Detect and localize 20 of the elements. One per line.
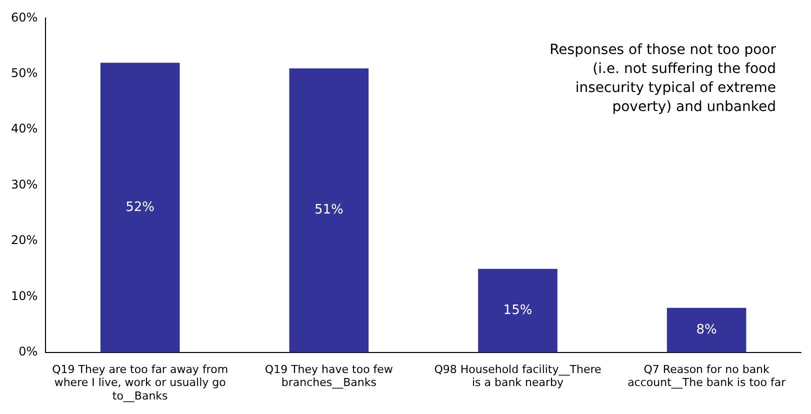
x-tick-label: Q7 Reason for no bank account__The bank is too far (628, 362, 786, 390)
x-tick-label: Q19 They are too far away from where I live, work or usually go to__Banks (52, 362, 228, 402)
y-tick-label: 30% (11, 177, 38, 192)
x-tick-label: Q19 They have too few branches__Banks (264, 362, 393, 390)
annotation: Responses of those not too poor (i.e. not suffering the food insecurity typical of extreme poverty) and unbanked (550, 42, 776, 115)
y-tick-label: 50% (11, 66, 38, 80)
y-tick-label: 0% (18, 344, 38, 359)
y-tick-label: 20% (11, 233, 38, 248)
x-tick-label: Q98 Household facility__There is a bank nearby (434, 362, 602, 390)
bar (289, 68, 369, 352)
data-label: 8% (696, 322, 717, 338)
data-label: 52% (126, 200, 155, 215)
bar (478, 268, 558, 352)
data-label: 51% (314, 202, 344, 218)
bar (666, 308, 746, 352)
y-tick-label: 60% (11, 10, 38, 24)
y-tick-label: 40% (11, 122, 38, 136)
bar (100, 62, 180, 352)
y-tick-label: 10% (11, 288, 38, 303)
data-label: 15% (503, 303, 532, 318)
